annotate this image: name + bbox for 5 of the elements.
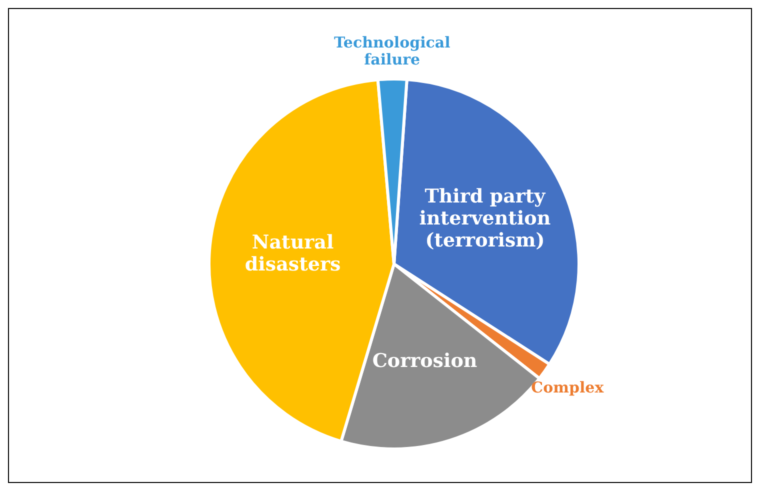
slice-label: Natural disasters (244, 232, 341, 276)
slice-label: Technological failure (334, 34, 451, 69)
slice-label: Corrosion (372, 350, 478, 372)
slice-label: Third party intervention (terrorism) (419, 185, 551, 252)
slice-label: Complex (531, 378, 605, 397)
